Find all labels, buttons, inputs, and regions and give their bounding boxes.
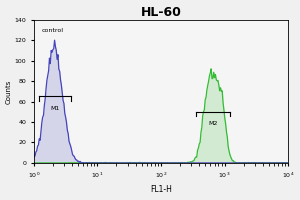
- Text: control: control: [41, 28, 63, 33]
- Title: HL-60: HL-60: [140, 6, 182, 19]
- X-axis label: FL1-H: FL1-H: [150, 185, 172, 194]
- Text: M2: M2: [208, 121, 218, 126]
- Y-axis label: Counts: Counts: [6, 79, 12, 104]
- Text: M1: M1: [50, 106, 59, 111]
